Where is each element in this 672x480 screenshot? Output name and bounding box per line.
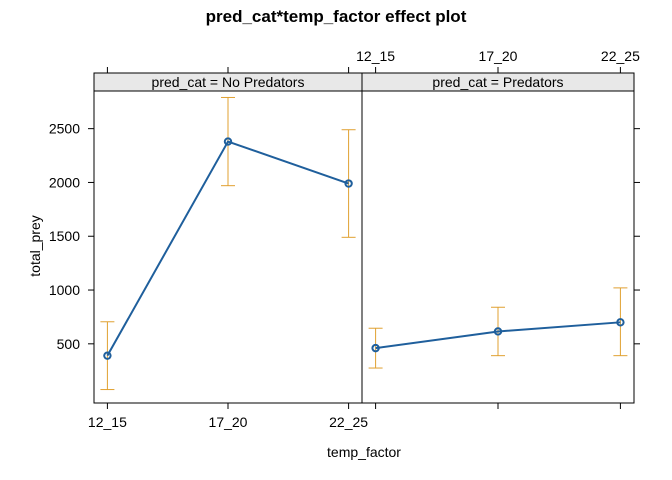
panel-2: pred_cat = Predators: [361, 72, 640, 404]
panels: pred_cat = No Predators pred_cat = Predat…: [93, 72, 640, 404]
data-point: [493, 327, 503, 336]
x-tick-label: 22_25: [329, 414, 368, 430]
x-tick-label-top: 17_20: [479, 48, 518, 64]
data-point: [371, 343, 380, 353]
y-axis: 500 1000 1500 2000 2500: [49, 121, 94, 352]
strip-label: pred_cat = Predators: [432, 74, 563, 90]
data-point: [103, 351, 112, 360]
panel-1: pred_cat = No Predators: [93, 72, 363, 404]
x-axis-bottom: 12_15 17_20 22_25: [88, 403, 621, 430]
series-line: [375, 321, 621, 350]
x-axis-top: 12_15 17_20 22_25: [106, 48, 640, 73]
y-tick-label: 1500: [49, 228, 80, 244]
y-tick-label: 2000: [49, 174, 80, 190]
data-point: [223, 137, 233, 146]
x-tick-label: 12_15: [88, 414, 127, 430]
y-tick-label: 500: [57, 336, 81, 352]
panel-frame: [361, 90, 635, 404]
error-bar: [613, 287, 628, 357]
data-point: [344, 179, 353, 188]
x-tick-label-top: 12_15: [356, 48, 395, 64]
y-tick-label: 2500: [49, 121, 80, 137]
strip-label: pred_cat = No Predators: [152, 74, 305, 90]
chart-title: pred_cat*temp_factor effect plot: [206, 7, 467, 26]
x-tick-label: 17_20: [209, 414, 248, 430]
y-axis-title: total_prey: [27, 215, 43, 276]
series-line: [106, 140, 349, 357]
y-tick-label: 1000: [49, 282, 80, 298]
x-tick-label-top: 22_25: [601, 48, 640, 64]
data-point: [616, 318, 625, 327]
x-axis-title: temp_factor: [327, 444, 401, 460]
